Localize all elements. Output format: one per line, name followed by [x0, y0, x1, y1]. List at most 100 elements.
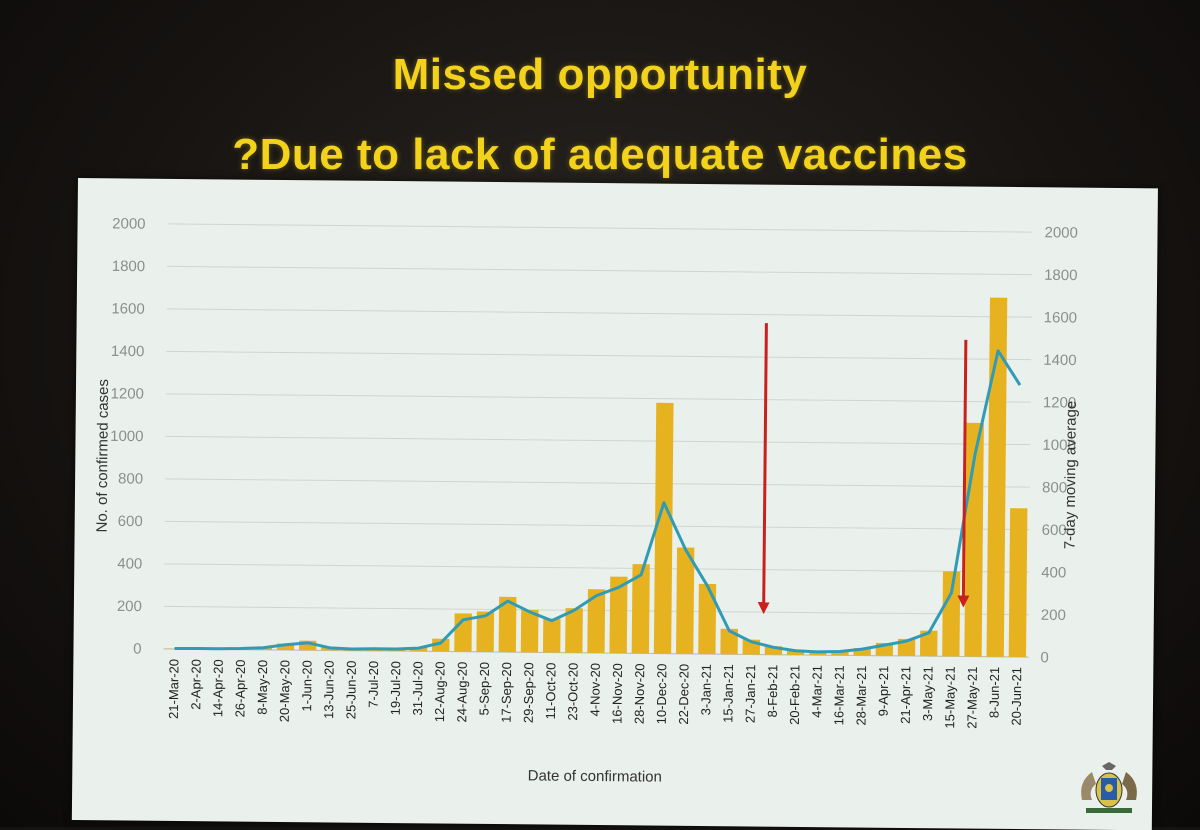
bar [498, 596, 517, 653]
x-tick-label: 15-May-21 [942, 666, 958, 728]
gridline [165, 393, 1031, 403]
bar [520, 609, 539, 653]
red-arrow-shaft [762, 323, 768, 607]
gridline [165, 435, 1031, 446]
x-tick-label: 25-Jun-20 [343, 661, 359, 720]
bar [942, 571, 961, 657]
y-tick-label: 1000 [110, 428, 144, 445]
bar [609, 576, 628, 654]
x-tick-label: 21-Apr-21 [898, 666, 914, 724]
bar [676, 547, 695, 654]
red-arrow-head [757, 602, 770, 615]
x-tick-label: 8-May-20 [255, 660, 271, 715]
x-tick-label: 10-Dec-20 [654, 664, 670, 725]
y-tick-label: 1800 [112, 258, 146, 275]
gridline [166, 350, 1032, 361]
x-tick-label: 4-Mar-21 [809, 665, 825, 718]
x-tick-label: 16-Nov-20 [609, 663, 625, 724]
gridline [164, 520, 1030, 531]
gridline [167, 265, 1033, 276]
x-tick-label: 14-Apr-20 [210, 659, 226, 717]
x-tick-label: 28-Mar-21 [853, 665, 869, 725]
x-tick-label: 8-Jun-21 [987, 667, 1002, 718]
x-tick-label: 5-Sep-20 [476, 662, 492, 716]
bar [986, 297, 1008, 657]
y2-tick-label: 1600 [1044, 309, 1078, 326]
uganda-coat-of-arms-icon [1081, 762, 1137, 813]
y2-tick-label: 1400 [1043, 352, 1077, 369]
x-tick-label: 20-May-20 [277, 660, 293, 722]
y-tick-label: 200 [117, 598, 142, 615]
y-tick-label: 400 [117, 555, 142, 572]
y-tick-label: 1600 [111, 300, 145, 317]
y2-tick-label: 800 [1042, 479, 1067, 496]
red-arrow-shaft [961, 339, 968, 600]
bar [565, 608, 583, 653]
x-tick-label: 9-Apr-21 [876, 666, 891, 717]
x-tick-label: 15-Jan-21 [720, 664, 736, 723]
bar [1008, 508, 1028, 658]
chart-panel: 0 200 400 600 800 1000 1200 1400 1600 1800 2000 0 20… [71, 178, 1158, 830]
x-tick-label: 4-Nov-20 [587, 663, 603, 717]
y2-tick-label: 1000 [1042, 437, 1076, 454]
bar [720, 628, 738, 655]
gridline [167, 223, 1033, 233]
y-tick-label: 800 [118, 470, 143, 487]
gridline [164, 563, 1030, 573]
slide-title-line2: ?Due to lack of adequate vaccines [232, 130, 968, 179]
bar [542, 618, 561, 653]
x-tick-label: 3-May-21 [920, 666, 936, 721]
moving-average-line [174, 349, 1022, 654]
x-tick-label: 8-Feb-21 [765, 665, 781, 718]
y2-tick-label: 600 [1042, 522, 1067, 539]
bar [432, 638, 450, 652]
y2-tick-label: 2000 [1044, 224, 1078, 241]
x-tick-label: 21-Mar-20 [166, 659, 182, 719]
x-tick-label: 17-Sep-20 [499, 662, 515, 723]
x-tick-label: 3-Jan-21 [698, 664, 713, 715]
gridline [165, 478, 1031, 488]
x-tick-label: 12-Aug-20 [432, 661, 448, 722]
y2-tick-label: 400 [1041, 564, 1066, 581]
x-tick-label: 27-Jan-21 [743, 664, 759, 723]
x-tick-label: 31-Jul-20 [410, 661, 426, 715]
y2-tick-label: 200 [1041, 607, 1066, 624]
y-axis-title: No. of confirmed cases [94, 379, 112, 533]
y2-tick-label: 0 [1040, 649, 1049, 666]
x-tick-label: 22-Dec-20 [676, 664, 692, 725]
y2-tick-label: 1200 [1043, 394, 1077, 411]
y-tick-label: 0 [133, 641, 142, 658]
bar [698, 583, 717, 655]
x-tick-label: 26-Apr-20 [232, 660, 248, 718]
bar [587, 589, 606, 654]
x-tick-label: 27-May-21 [964, 667, 980, 729]
y2-tick-label: 1800 [1044, 267, 1078, 284]
y-tick-label: 600 [118, 513, 143, 530]
y-tick-label: 1200 [110, 385, 144, 402]
x-tick-label: 13-Jun-20 [321, 660, 337, 719]
x-tick-label: 20-Jun-21 [1009, 667, 1025, 726]
x-tick-label: 24-Aug-20 [454, 662, 470, 723]
bar [476, 611, 495, 653]
x-tick-label: 28-Nov-20 [632, 663, 648, 724]
y2-axis-title: 7-day moving average [1061, 401, 1079, 550]
x-tick-label: 7-Jul-20 [366, 661, 381, 708]
x-tick-label: 19-Jul-20 [388, 661, 404, 715]
x-tick-label: 2-Apr-20 [188, 659, 203, 710]
bar [919, 630, 938, 657]
x-tick-label: 20-Feb-21 [787, 665, 803, 725]
y-tick-label: 2000 [112, 215, 146, 232]
y-tick-label: 1400 [111, 343, 145, 360]
x-tick-label: 23-Oct-20 [565, 663, 581, 721]
x-axis-title: Date of confirmation [528, 767, 662, 785]
epi-curve-chart: 0 200 400 600 800 1000 1200 1400 1600 1800 2000 0 20… [94, 215, 1080, 785]
x-tick-label: 11-Oct-20 [543, 662, 559, 719]
gridline [166, 308, 1032, 318]
bar [631, 564, 650, 654]
x-tick-label: 1-Jun-20 [299, 660, 314, 711]
x-tick-label: 16-Mar-21 [831, 665, 847, 725]
bar [653, 402, 674, 654]
slide-title-line1: Missed opportunity [392, 50, 808, 99]
x-tick-label: 29-Sep-20 [521, 662, 537, 723]
red-arrow-head [957, 595, 970, 608]
